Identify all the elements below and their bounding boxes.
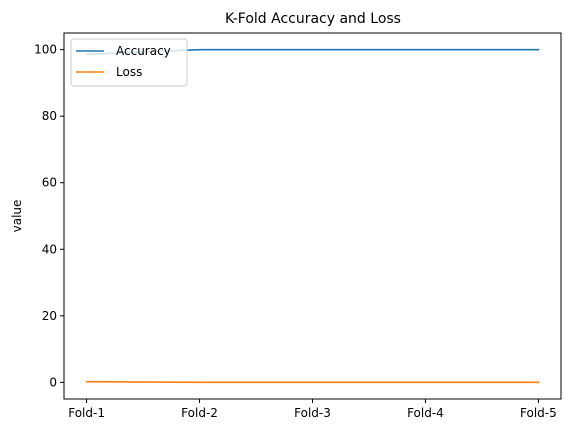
- y-tick-label: 40: [42, 242, 57, 256]
- legend-label-loss: Loss: [116, 65, 142, 79]
- series-line-loss: [85, 380, 540, 384]
- legend-label-accuracy: Accuracy: [116, 44, 171, 58]
- y-tick-label: 0: [49, 375, 57, 389]
- y-axis-label: value: [10, 200, 24, 233]
- x-tick-label: Fold-1: [68, 406, 105, 420]
- y-axis: 0 20 40 60 80 100: [34, 43, 64, 389]
- y-tick-label: 60: [42, 176, 57, 190]
- plot-area: [63, 32, 562, 400]
- legend: Accuracy Loss: [70, 38, 188, 87]
- chart-title: K-Fold Accuracy and Loss: [225, 11, 401, 27]
- x-tick-label: Fold-4: [407, 406, 444, 420]
- x-tick-label: Fold-2: [181, 406, 218, 420]
- y-tick-label: 80: [42, 109, 57, 123]
- x-tick-label: Fold-5: [520, 406, 557, 420]
- x-axis: Fold-1 Fold-2 Fold-3 Fold-4 Fold-5: [68, 399, 557, 420]
- y-tick-label: 20: [42, 309, 57, 323]
- y-tick-label: 100: [34, 43, 57, 57]
- x-tick-label: Fold-3: [294, 406, 331, 420]
